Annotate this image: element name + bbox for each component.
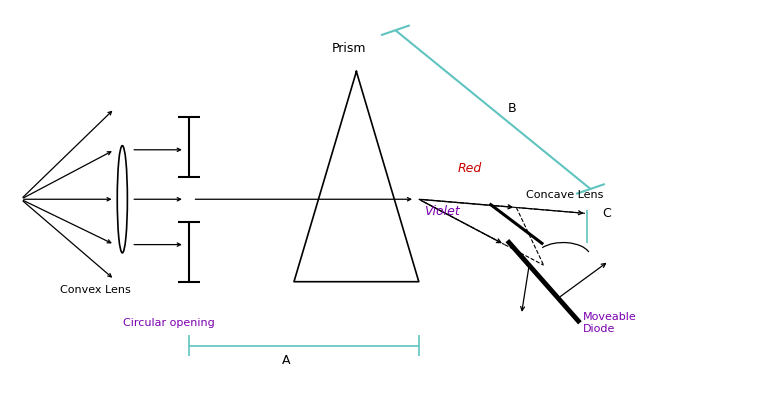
Text: Prism: Prism [331,42,366,55]
Text: Red: Red [457,162,482,175]
Ellipse shape [117,146,128,253]
Text: Moveable
Diode: Moveable Diode [583,312,637,334]
Text: Concave Lens: Concave Lens [525,190,603,200]
Text: Circular opening: Circular opening [123,318,215,328]
Text: B: B [508,102,517,115]
Text: Violet: Violet [424,205,460,218]
Text: A: A [282,354,290,366]
Text: Convex Lens: Convex Lens [60,285,131,295]
Text: C: C [602,207,611,220]
